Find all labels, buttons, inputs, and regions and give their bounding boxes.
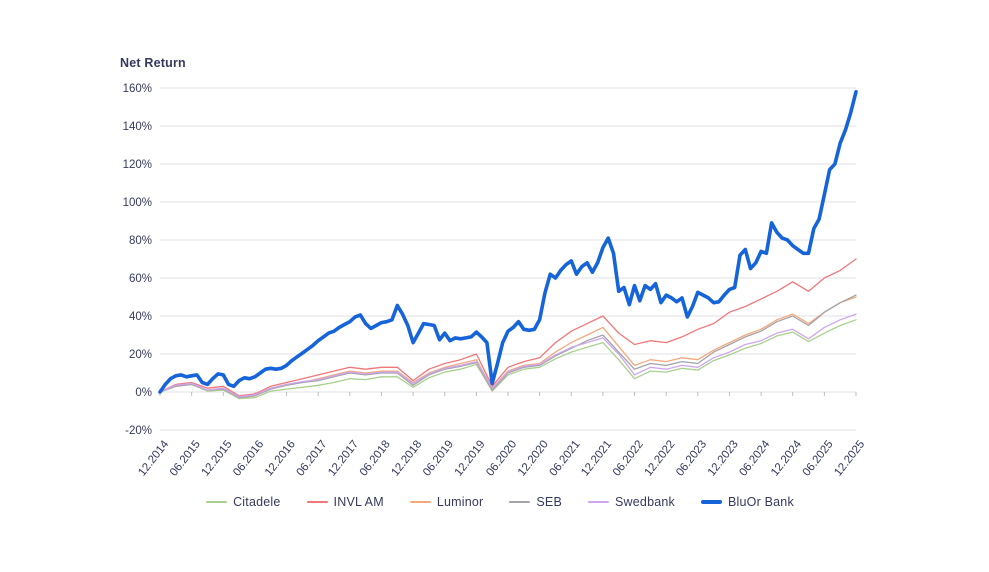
series-line-luminor: [159, 296, 857, 399]
legend-swatch-luminor: [409, 501, 431, 503]
x-axis-tick-label: 12.2016: [263, 438, 298, 478]
x-axis-tick-label: 12.2022: [642, 438, 677, 478]
x-axis-tick-label: 06.2023: [674, 438, 709, 478]
series-line-swedbank: [159, 313, 857, 398]
legend-item-bluor-bank[interactable]: BluOr Bank: [700, 495, 794, 509]
x-axis-tick-label: 12.2023: [706, 438, 741, 478]
legend-item-seb[interactable]: SEB: [509, 495, 562, 509]
legend-swatch-bluor-bank: [700, 500, 722, 504]
x-axis-tick-label: 12.2025: [832, 438, 867, 478]
y-axis-tick-label: 20%: [129, 349, 152, 361]
y-axis-tick-label: 80%: [129, 235, 152, 247]
y-axis-tick-label: 60%: [129, 273, 152, 285]
legend-item-invl-am[interactable]: INVL AM: [306, 495, 384, 509]
x-axis-tick-label: 12.2014: [136, 438, 171, 479]
legend-swatch-seb: [509, 501, 531, 503]
x-axis-tick-label: 12.2024: [769, 438, 804, 479]
legend-item-swedbank[interactable]: Swedbank: [588, 495, 675, 509]
y-axis-tick-label: 140%: [123, 121, 152, 133]
y-axis-tick-label: -20%: [125, 425, 152, 437]
y-axis-tick-label: 40%: [129, 311, 152, 323]
legend-swatch-swedbank: [588, 501, 609, 503]
chart-title: Net Return: [120, 56, 186, 70]
x-axis-tick-label: 06.2021: [548, 438, 583, 478]
y-axis-tick-label: 160%: [123, 83, 152, 95]
x-axis-tick-label: 06.2019: [421, 438, 456, 478]
x-axis-tick-label: 06.2020: [484, 438, 519, 478]
legend-label-citadele: Citadele: [233, 495, 281, 509]
y-axis-tick-label: 100%: [123, 197, 152, 209]
legend-item-luminor[interactable]: Luminor: [409, 495, 484, 509]
legend-item-citadele[interactable]: Citadele: [206, 495, 280, 509]
series-line-bluor-bank: [158, 90, 858, 394]
x-axis-tick-label: 12.2018: [389, 438, 424, 478]
series-line-citadele: [159, 319, 857, 400]
x-axis-tick-label: 12.2019: [453, 438, 488, 478]
x-axis-tick-label: 06.2024: [737, 438, 772, 479]
y-axis-tick-label: 0%: [135, 387, 152, 399]
x-axis-tick-label: 06.2016: [231, 438, 266, 478]
x-axis-tick-label: 12.2020: [516, 438, 551, 478]
x-axis-tick-label: 06.2015: [168, 438, 203, 478]
y-axis-tick-label: 120%: [123, 159, 152, 171]
legend-label-swedbank: Swedbank: [615, 495, 675, 509]
legend-label-seb: SEB: [536, 495, 562, 509]
x-axis-tick-label: 06.2017: [294, 438, 329, 478]
x-axis-tick-label: 06.2022: [611, 438, 646, 478]
series-line-invl-am: [159, 258, 857, 397]
legend-label-luminor: Luminor: [436, 495, 484, 509]
chart-legend: Citadele INVL AM Luminor SEB Swedbank BluOr B…: [130, 495, 870, 509]
legend-label-bluor-bank: BluOr Bank: [727, 495, 794, 509]
x-axis-tick-label: 12.2017: [326, 438, 361, 478]
x-axis-tick-label: 12.2015: [200, 438, 235, 478]
x-axis-tick-label: 12.2021: [579, 438, 614, 478]
x-axis-tick-label: 06.2018: [358, 438, 393, 478]
x-axis-tick-label: 06.2025: [801, 438, 836, 478]
legend-label-invl-am: INVL AM: [333, 495, 384, 509]
legend-swatch-invl-am: [306, 501, 328, 503]
legend-swatch-citadele: [206, 501, 228, 503]
